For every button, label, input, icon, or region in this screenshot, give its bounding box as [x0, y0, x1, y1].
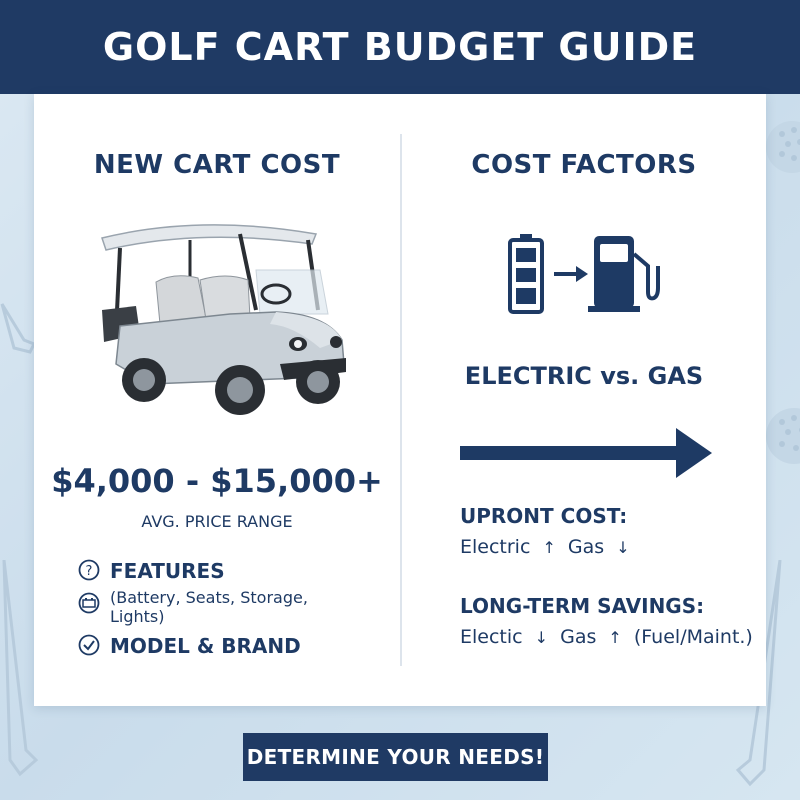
arrow-up-icon: ↑ [608, 628, 622, 647]
page-title: GOLF CART BUDGET GUIDE [102, 25, 698, 69]
svg-text:?: ? [86, 564, 93, 579]
arrow-right-icon [554, 266, 588, 282]
cost-factors-title: COST FACTORS [471, 150, 697, 180]
arrow-down-icon: ↓ [616, 538, 630, 557]
new-cart-cost-title: NEW CART COST [93, 150, 341, 180]
price-range-value: $4,000 - $15,000+ [51, 462, 383, 500]
upfront-cost-line: Electric ↑ Gas ↓ [460, 536, 636, 558]
feature-item: (Battery, Seats, Storage, Lights) [78, 588, 308, 626]
feature-item: MODEL & BRAND [78, 634, 301, 658]
electric-vs-gas-label: ELECTRIC vs. GAS [464, 362, 704, 390]
upfront-cost-heading: UPRONT COST: [460, 504, 628, 528]
gas-label: Gas [567, 536, 605, 558]
features-label: FEATURES [110, 559, 225, 583]
long-term-savings-heading: LONG-TERM SAVINGS: [460, 594, 705, 618]
electric-label: Electic [460, 626, 523, 648]
question-circle-icon: ? [78, 559, 100, 581]
price-range-caption: AVG. PRICE RANGE [141, 512, 293, 531]
battery-badge-icon [78, 592, 100, 614]
arrow-right-icon [460, 428, 712, 478]
content-card: NEW CART COST $4,000 - $15,000+ AVG. PRI… [34, 94, 766, 706]
fuel-maint-note: (Fuel/Maint.) [633, 626, 753, 648]
golf-club-icon [2, 560, 39, 777]
golf-club-icon [0, 303, 36, 354]
model-brand-label: MODEL & BRAND [110, 634, 301, 658]
feature-item: ? FEATURES [78, 559, 225, 583]
arrow-down-icon: ↓ [534, 628, 549, 647]
gas-label: Gas [560, 626, 597, 648]
long-term-savings-line: Electic ↓ Gas ↑ (Fuel/Maint.) [460, 626, 753, 648]
page-header: GOLF CART BUDGET GUIDE [0, 0, 800, 94]
column-divider [400, 134, 402, 666]
golf-ball-icon [766, 121, 800, 173]
features-details: (Battery, Seats, Storage, Lights) [110, 588, 308, 626]
cost-factors-icons [508, 234, 660, 314]
battery-icon [508, 234, 544, 314]
determine-needs-button[interactable]: DETERMINE YOUR NEEDS! [243, 733, 548, 781]
golf-cart-image [101, 224, 346, 415]
golf-club-icon [735, 560, 782, 787]
golf-ball-icon [766, 408, 800, 464]
electric-label: Electric [460, 536, 531, 558]
arrow-up-icon: ↑ [542, 538, 556, 557]
gas-pump-icon [588, 236, 660, 312]
check-circle-icon [78, 634, 100, 656]
